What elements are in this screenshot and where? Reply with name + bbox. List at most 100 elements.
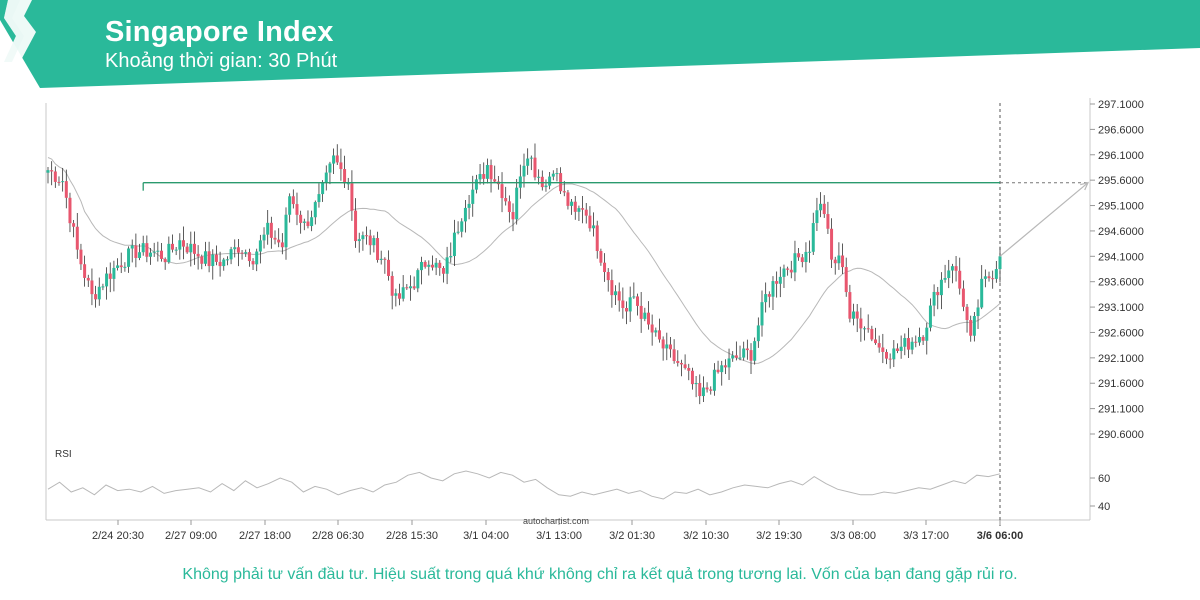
candle-body (167, 243, 171, 263)
candle-body (105, 273, 109, 287)
candle-body (833, 259, 837, 264)
candle-body (511, 212, 515, 220)
y-tick-label: 297.1000 (1098, 99, 1144, 111)
candle-body (566, 192, 570, 206)
candle-body (522, 165, 526, 177)
candle-body (449, 256, 453, 258)
candle-body (646, 312, 650, 325)
x-tick-label: 3/3 17:00 (903, 530, 949, 542)
candle-body (672, 349, 676, 362)
candle-body (365, 235, 369, 237)
candle-body (434, 262, 438, 268)
candle-body (906, 338, 910, 350)
candle-body (313, 202, 317, 218)
candle-body (811, 223, 815, 252)
forecast-arrow-line (999, 182, 1089, 257)
candle-body (734, 355, 738, 358)
candle-body (650, 324, 654, 333)
x-tick-label: 2/28 06:30 (312, 530, 364, 542)
candle-body (438, 262, 442, 269)
y-tick-label: 292.6000 (1098, 327, 1144, 339)
candle-body (408, 286, 412, 289)
candle-body (749, 350, 753, 361)
candle-body (950, 266, 954, 271)
candle-body (86, 277, 90, 281)
candle-body (112, 267, 116, 279)
price-chart: 297.1000 296.6000 296.1000 295.6000 295.1000… (45, 98, 1144, 542)
candle-body (863, 328, 867, 330)
candle-body (251, 261, 255, 265)
candle-body (460, 221, 464, 232)
candle-body (471, 189, 475, 204)
candle-body (709, 389, 713, 391)
candle-body (892, 348, 896, 360)
candle-body (474, 179, 478, 190)
rsi-panel: 60 40 (47, 470, 1110, 513)
candle-body (273, 237, 277, 240)
candle-body (705, 387, 709, 390)
candle-body (79, 249, 83, 265)
candle-body (573, 201, 577, 212)
candle-body (808, 251, 812, 253)
candle-body (830, 228, 834, 260)
candle-body (745, 348, 749, 351)
candle-body (841, 255, 845, 268)
candle-body (614, 291, 618, 296)
candle-body (258, 240, 262, 252)
candle-body (441, 268, 445, 274)
rsi-line (47, 470, 1001, 500)
candle-body (244, 252, 248, 254)
candle-body (764, 294, 768, 303)
candle-body (881, 347, 885, 352)
candle-body (430, 264, 434, 268)
candle-body (848, 292, 852, 319)
candle-body (987, 276, 991, 279)
candle-body (859, 318, 863, 329)
candle-body (936, 291, 940, 296)
candle-body (917, 336, 921, 343)
header-banner: Singapore Index Khoảng thời gian: 30 Phú… (0, 0, 1200, 90)
candle-body (577, 208, 581, 212)
candle-body (192, 243, 196, 254)
candle-body (46, 170, 50, 173)
candle-body (233, 247, 237, 250)
candle-body (778, 276, 782, 284)
candle-body (632, 296, 636, 298)
candle-body (225, 259, 229, 261)
candle-body (478, 174, 482, 180)
candle-body (68, 197, 72, 224)
candle-body (958, 270, 962, 289)
candle-body (515, 187, 519, 220)
candle-body (343, 169, 347, 184)
y-tick-label: 291.6000 (1098, 378, 1144, 390)
candle-body (57, 181, 61, 183)
x-tick-label: 2/27 09:00 (165, 530, 217, 542)
x-tick-label: 3/2 19:30 (756, 530, 802, 542)
candle-body (149, 252, 153, 257)
candle-body (456, 231, 460, 233)
candle-body (636, 296, 640, 306)
candle-body (690, 370, 694, 385)
candle-body (899, 346, 903, 352)
candle-body (994, 269, 998, 279)
candle-body (782, 268, 786, 277)
timeframe-subtitle: Khoảng thời gian: 30 Phút (105, 50, 338, 72)
candle-body (376, 238, 380, 260)
candle-body (346, 183, 350, 185)
candle-body (390, 275, 394, 296)
candle-body (584, 209, 588, 216)
candle-body (570, 201, 574, 206)
candle-body (310, 217, 314, 227)
forecast-arrow-head (1080, 181, 1090, 191)
candle-body (493, 179, 497, 182)
candle-body (581, 208, 585, 210)
candle-body (467, 203, 471, 208)
candle-body (654, 330, 658, 333)
y-tick-label: 290.6000 (1098, 429, 1144, 441)
candle-body (160, 250, 164, 259)
candle-body (972, 316, 976, 336)
candle-body (174, 249, 178, 251)
candle-body (657, 330, 661, 340)
candle-body (526, 158, 530, 166)
candle-body (551, 173, 555, 177)
